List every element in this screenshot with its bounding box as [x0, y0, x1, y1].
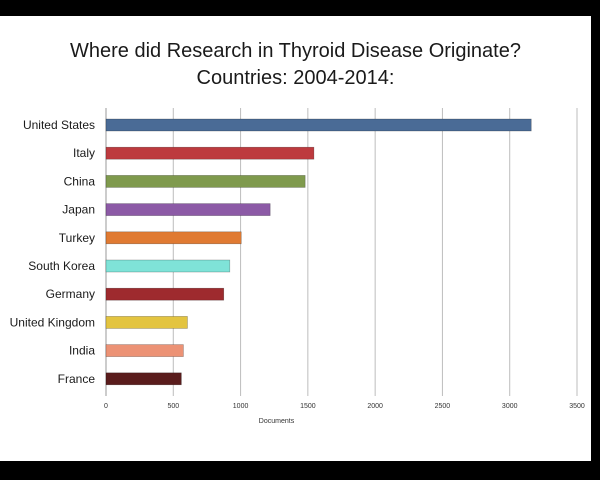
- x-tick-label: 2000: [367, 403, 383, 410]
- category-label: China: [64, 174, 96, 188]
- x-tick-label: 500: [167, 403, 179, 410]
- category-labels: United States Italy China Japan Turkey South …: [10, 118, 96, 386]
- x-tick-label: 1000: [233, 403, 249, 410]
- x-tick-label: 3000: [502, 403, 518, 410]
- bar-france: [105, 372, 182, 386]
- bar-turkey: [105, 231, 242, 245]
- x-tick-label: 0: [104, 403, 108, 410]
- x-tick-label: 1500: [300, 403, 316, 410]
- category-label: Japan: [62, 203, 95, 217]
- chart-title-line-2: Countries: 2004-2014:: [196, 67, 395, 89]
- bar-china: [105, 175, 306, 188]
- chart-title: Where did Research in Thyroid Disease Or…: [0, 38, 591, 92]
- bar-japan: [105, 203, 271, 216]
- bar-india: [105, 344, 184, 357]
- category-label: France: [58, 372, 96, 386]
- bar-united-kingdom: [105, 316, 188, 329]
- bar-south-korea: [105, 259, 231, 273]
- category-label: Germany: [46, 287, 95, 301]
- category-label: United Kingdom: [10, 315, 95, 329]
- x-axis-title: Documents: [259, 418, 295, 425]
- category-label: India: [69, 344, 95, 358]
- bar-chart: United States Italy China Japan Turkey South …: [10, 108, 585, 425]
- x-tick-label: 3500: [569, 403, 585, 410]
- category-label: South Korea: [28, 259, 95, 273]
- chart-title-line-1: Where did Research in Thyroid Disease Or…: [70, 40, 521, 62]
- x-tick-label: 2500: [435, 403, 451, 410]
- category-label: United States: [23, 118, 95, 132]
- category-label: Italy: [73, 146, 95, 160]
- bar-germany: [105, 287, 225, 301]
- category-label: Turkey: [59, 231, 95, 245]
- bars: [105, 118, 532, 386]
- bar-united-states: [105, 118, 532, 132]
- chart-slide: Where did Research in Thyroid Disease Or…: [0, 16, 591, 461]
- bar-italy: [105, 146, 315, 160]
- x-tick-labels: 0 500 1000 1500 2000 2500 3000 3500: [104, 403, 585, 410]
